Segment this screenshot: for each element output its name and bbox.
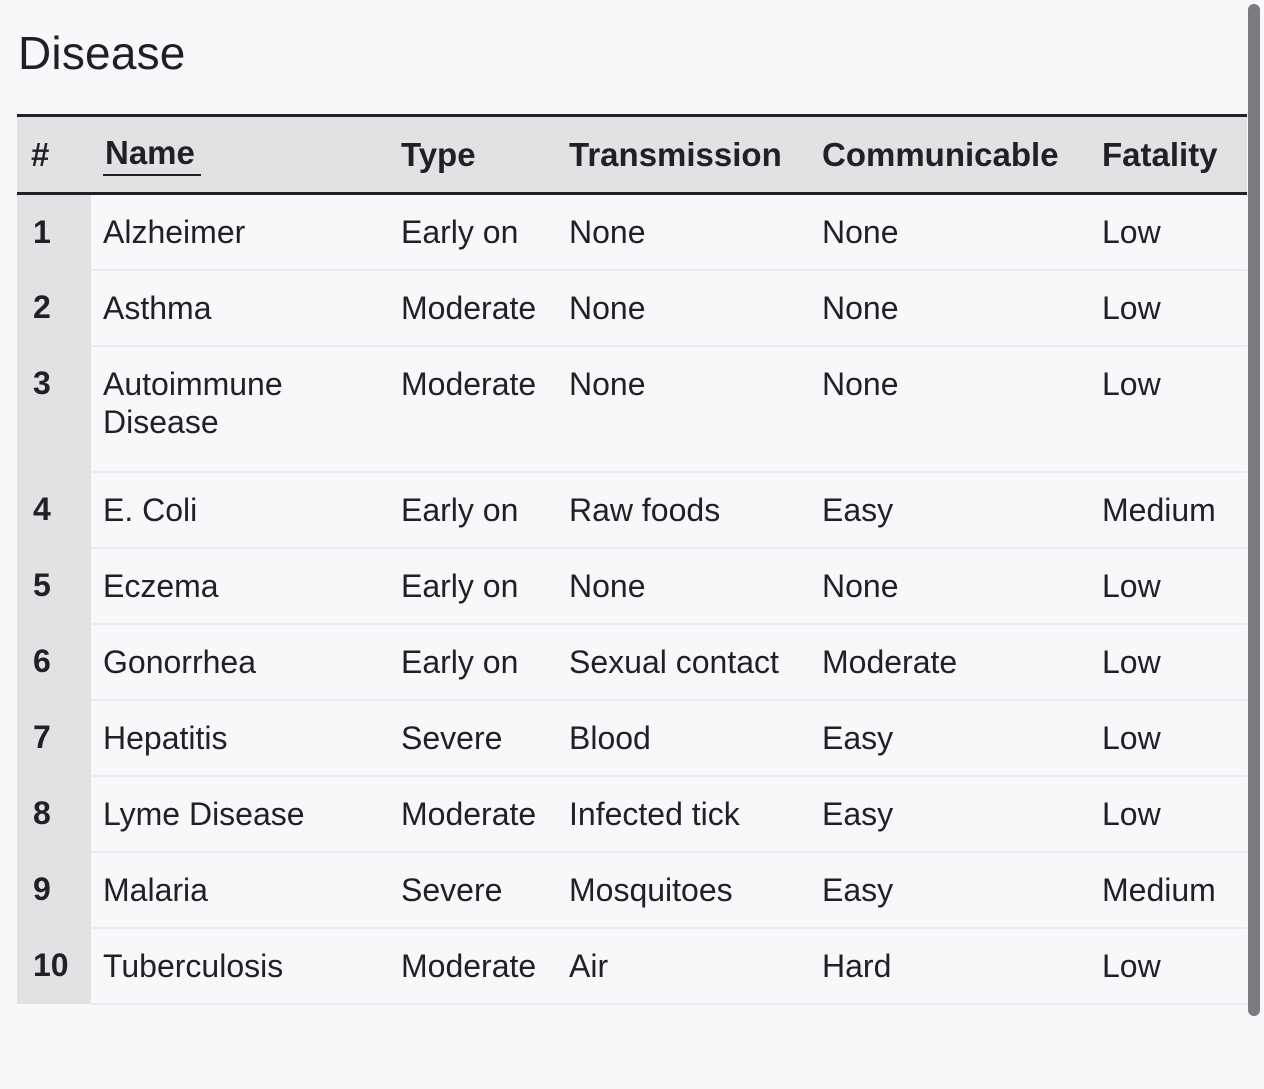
disease-name-cell: Gonorrhea [91, 624, 389, 701]
table-row: 7 Hepatitis Severe Blood Easy Low [17, 700, 1247, 777]
type-cell: Moderate [389, 928, 557, 1005]
communicable-cell: None [810, 193, 1090, 271]
fatality-cell: Low [1090, 346, 1247, 473]
table-row: 2 Asthma Moderate None None Low [17, 270, 1247, 347]
row-number-cell: 10 [17, 928, 91, 1004]
row-number-cell: 1 [17, 193, 91, 270]
fatality-cell: Medium [1090, 852, 1247, 929]
table-row: 10 Tuberculosis Moderate Air Hard Low [17, 928, 1247, 1005]
column-header-name[interactable]: Name [91, 114, 389, 195]
column-header-fatality[interactable]: Fatality [1090, 114, 1247, 195]
communicable-cell: None [810, 346, 1090, 473]
table-body: 1 Alzheimer Early on None None Low 2 Asthma Mode… [17, 193, 1247, 1005]
column-header-transmission[interactable]: Transmission [557, 114, 810, 195]
table-row: 6 Gonorrhea Early on Sexual contact Moderate… [17, 624, 1247, 701]
type-cell: Moderate [389, 346, 557, 473]
type-cell: Early on [389, 193, 557, 271]
transmission-cell: Air [557, 928, 810, 1005]
disease-name-cell: Asthma [91, 270, 389, 347]
disease-name-cell: Hepatitis [91, 700, 389, 777]
type-cell: Severe [389, 852, 557, 929]
table-row: 3 Autoimmune Disease Moderate None None Low [17, 346, 1247, 473]
disease-table: # Name Type Transmission Communicable Fa… [17, 114, 1247, 1005]
communicable-cell: None [810, 548, 1090, 625]
communicable-cell: Moderate [810, 624, 1090, 701]
disease-name-cell: Eczema [91, 548, 389, 625]
table-header-row: # Name Type Transmission Communicable Fa… [17, 114, 1247, 195]
type-cell: Severe [389, 700, 557, 777]
column-header-communicable[interactable]: Communicable [810, 114, 1090, 195]
fatality-cell: Low [1090, 270, 1247, 347]
row-number-cell: 9 [17, 852, 91, 928]
disease-name-cell: Malaria [91, 852, 389, 929]
type-cell: Moderate [389, 270, 557, 347]
transmission-cell: Blood [557, 700, 810, 777]
column-header-type[interactable]: Type [389, 114, 557, 195]
table-row: 5 Eczema Early on None None Low [17, 548, 1247, 625]
column-header-number: # [17, 114, 91, 195]
page-title: Disease [18, 27, 186, 79]
disease-name-cell: Autoimmune Disease [91, 346, 389, 473]
table-row: 9 Malaria Severe Mosquitoes Easy Medium [17, 852, 1247, 929]
type-cell: Early on [389, 624, 557, 701]
transmission-cell: None [557, 270, 810, 347]
communicable-cell: None [810, 270, 1090, 347]
table-row: 1 Alzheimer Early on None None Low [17, 193, 1247, 271]
type-cell: Moderate [389, 776, 557, 853]
fatality-cell: Low [1090, 776, 1247, 853]
disease-table-container: # Name Type Transmission Communicable Fa… [17, 114, 1247, 1005]
transmission-cell: Mosquitoes [557, 852, 810, 929]
transmission-cell: Infected tick [557, 776, 810, 853]
disease-name-cell: Alzheimer [91, 193, 389, 271]
vertical-scrollbar[interactable] [1248, 4, 1260, 1016]
row-number-cell: 2 [17, 270, 91, 346]
disease-name-cell: Tuberculosis [91, 928, 389, 1005]
sort-link-name[interactable]: Name [103, 134, 201, 176]
communicable-cell: Easy [810, 472, 1090, 549]
row-number-cell: 5 [17, 548, 91, 624]
communicable-cell: Easy [810, 700, 1090, 777]
fatality-cell: Low [1090, 700, 1247, 777]
type-cell: Early on [389, 548, 557, 625]
transmission-cell: None [557, 548, 810, 625]
type-cell: Early on [389, 472, 557, 549]
row-number-cell: 7 [17, 700, 91, 776]
table-row: 8 Lyme Disease Moderate Infected tick Easy Lo… [17, 776, 1247, 853]
transmission-cell: None [557, 346, 810, 473]
fatality-cell: Low [1090, 193, 1247, 271]
communicable-cell: Hard [810, 928, 1090, 1005]
row-number-cell: 8 [17, 776, 91, 852]
row-number-cell: 6 [17, 624, 91, 700]
fatality-cell: Low [1090, 624, 1247, 701]
row-number-cell: 4 [17, 472, 91, 548]
fatality-cell: Medium [1090, 472, 1247, 549]
disease-name-cell: E. Coli [91, 472, 389, 549]
communicable-cell: Easy [810, 776, 1090, 853]
transmission-cell: Sexual contact [557, 624, 810, 701]
transmission-cell: Raw foods [557, 472, 810, 549]
fatality-cell: Low [1090, 548, 1247, 625]
disease-name-cell: Lyme Disease [91, 776, 389, 853]
communicable-cell: Easy [810, 852, 1090, 929]
transmission-cell: None [557, 193, 810, 271]
fatality-cell: Low [1090, 928, 1247, 1005]
table-row: 4 E. Coli Early on Raw foods Easy Medium [17, 472, 1247, 549]
row-number-cell: 3 [17, 346, 91, 472]
